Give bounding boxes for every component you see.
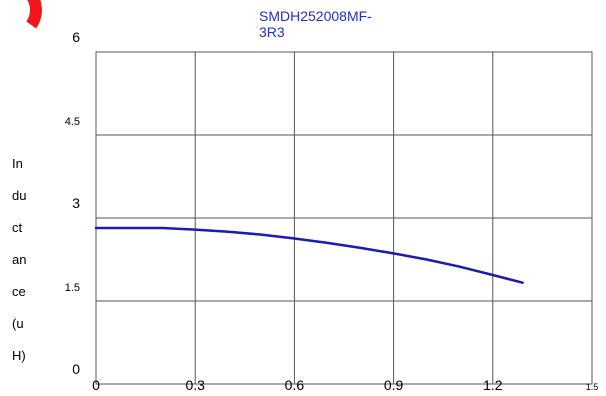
y-axis-label-line: In [12,156,23,171]
x-tick-label: 1.2 [483,377,503,393]
chart-title: SMDH252008MF- 3R3 [259,8,439,40]
x-tick-label: 0 [92,377,100,393]
y-tick-label: 6 [72,29,80,45]
x-tick-label: 0.6 [285,377,305,393]
y-axis-label-line: (u [12,316,24,331]
y-axis-label-line: H) [12,348,26,363]
y-tick-label: 3 [72,195,80,211]
y-tick-label: 0 [72,361,80,377]
y-tick-label: 4.5 [65,116,80,128]
chart-title-line-1: SMDH252008MF- [259,8,372,24]
x-tick-label: 1.5 [586,382,599,392]
x-tick-label: 0.9 [384,377,404,393]
x-tick-label: 0.3 [185,377,205,393]
y-tick-label: 1.5 [65,282,80,294]
y-axis-label-line: du [12,188,27,203]
chart-title-line-2: 3R3 [259,24,285,40]
y-axis-label-line: ct [12,220,23,235]
inductance-curve-line [94,226,524,284]
y-axis-label: In du ct an ce (u H) [12,140,34,380]
y-axis-label-line: ce [12,284,26,299]
y-axis-label-line: an [12,252,27,267]
